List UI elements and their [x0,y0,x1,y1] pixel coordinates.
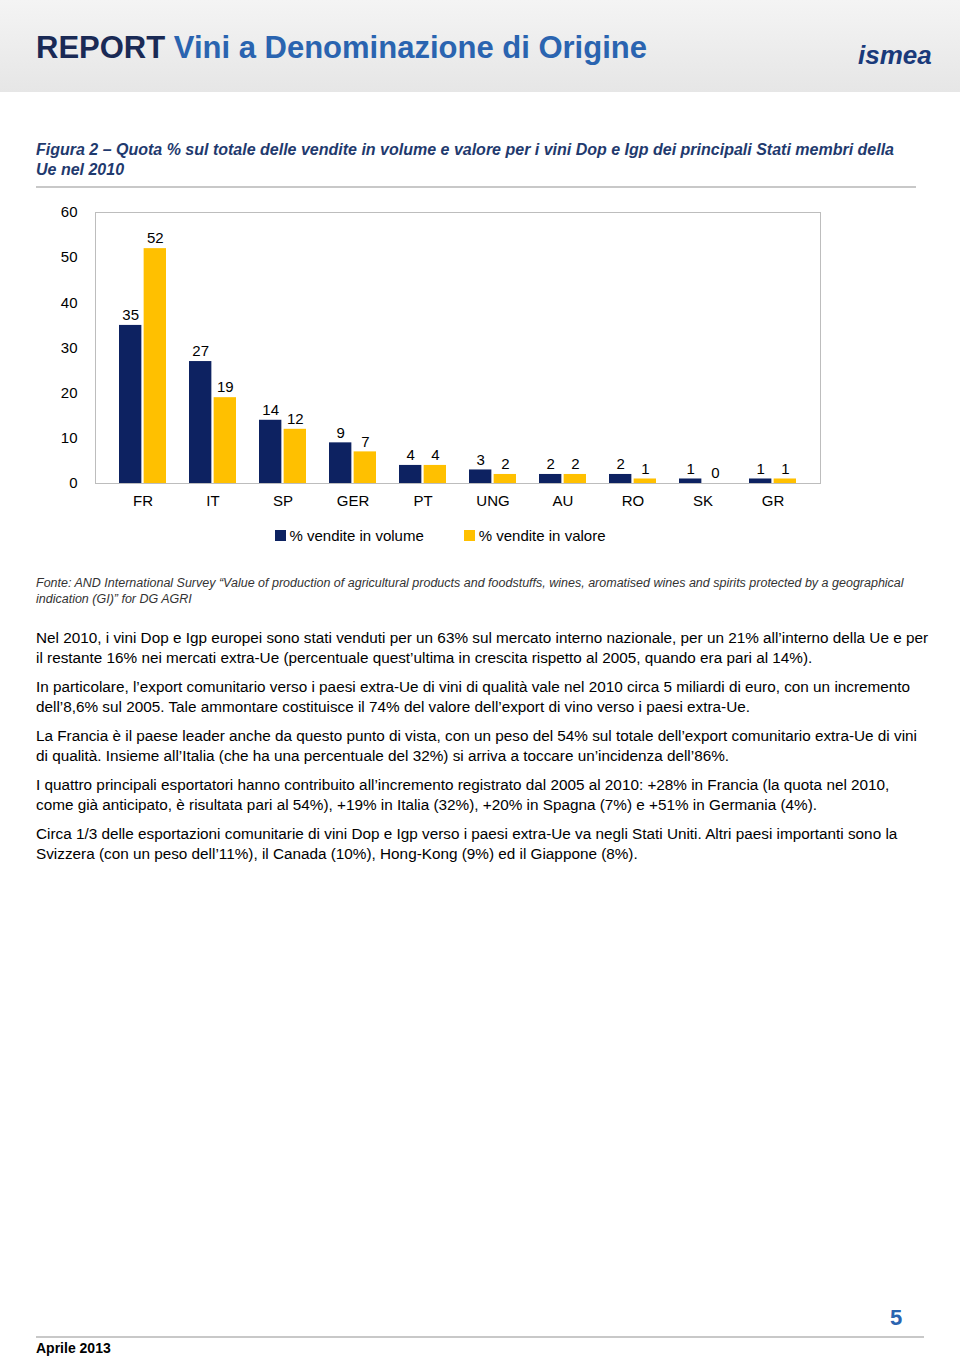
svg-text:0: 0 [711,464,719,481]
html-text:% vendite in valore: % vendite in valore [478,527,606,544]
svg-text:1: 1 [641,460,649,477]
html-text:Aprile 2013: Aprile 2013 [36,1340,111,1356]
svg-text:IT: IT [206,492,219,509]
svg-text:35: 35 [122,306,139,323]
svg-text:1: 1 [781,460,789,477]
svg-text:3: 3 [477,451,485,468]
svg-text:60: 60 [61,203,78,220]
html-text:I quattro principali esportato: I quattro principali esportatori hanno c… [36,776,890,813]
html-text:REPORT Vini a Denominazione di: REPORT Vini a Denominazione di Origine [36,30,647,65]
svg-text:27: 27 [192,342,209,359]
svg-text:2: 2 [501,455,509,472]
html-text:Circa 1/3 delle esportazioni c: Circa 1/3 delle esportazioni comunitarie… [36,825,898,862]
svg-text:12: 12 [287,410,304,427]
svg-text:SP: SP [273,492,293,509]
svg-text:PT: PT [413,492,432,509]
html-text:% vendite in volume: % vendite in volume [289,527,424,544]
html-text:Fonte: AND International Surve: Fonte: AND International Survey “Value o… [36,576,904,606]
svg-text:52: 52 [147,229,164,246]
svg-text:14: 14 [262,401,279,418]
html-text:Figura 2 – Quota % sul totale: Figura 2 – Quota % sul totale delle vend… [36,141,894,178]
svg-text:7: 7 [361,433,369,450]
svg-text:1: 1 [687,460,695,477]
svg-text:19: 19 [217,378,234,395]
svg-text:20: 20 [61,384,78,401]
svg-text:0: 0 [69,474,77,491]
svg-text:2: 2 [547,455,555,472]
svg-text:4: 4 [431,446,439,463]
svg-text:RO: RO [622,492,645,509]
svg-text:SK: SK [693,492,713,509]
html-text:In particolare, l’export comun: In particolare, l’export comunitario ver… [36,678,911,715]
svg-text:UNG: UNG [476,492,509,509]
svg-text:9: 9 [337,424,345,441]
html-text:La Francia è il paese leader a: La Francia è il paese leader anche da qu… [36,727,917,764]
svg-text:1: 1 [757,460,765,477]
html-text:Nel 2010, i vini Dop e Igp eur: Nel 2010, i vini Dop e Igp europei sono … [36,629,928,666]
svg-text:4: 4 [407,446,415,463]
svg-text:50: 50 [61,248,78,265]
html-text:ismea: ismea [858,40,932,70]
svg-text:10: 10 [61,429,78,446]
svg-text:2: 2 [617,455,625,472]
svg-text:40: 40 [61,294,78,311]
svg-text:FR: FR [133,492,153,509]
svg-text:GER: GER [337,492,370,509]
svg-text:30: 30 [61,339,78,356]
svg-text:AU: AU [553,492,574,509]
html-text:5: 5 [890,1305,903,1330]
svg-text:GR: GR [762,492,785,509]
svg-text:2: 2 [571,455,579,472]
